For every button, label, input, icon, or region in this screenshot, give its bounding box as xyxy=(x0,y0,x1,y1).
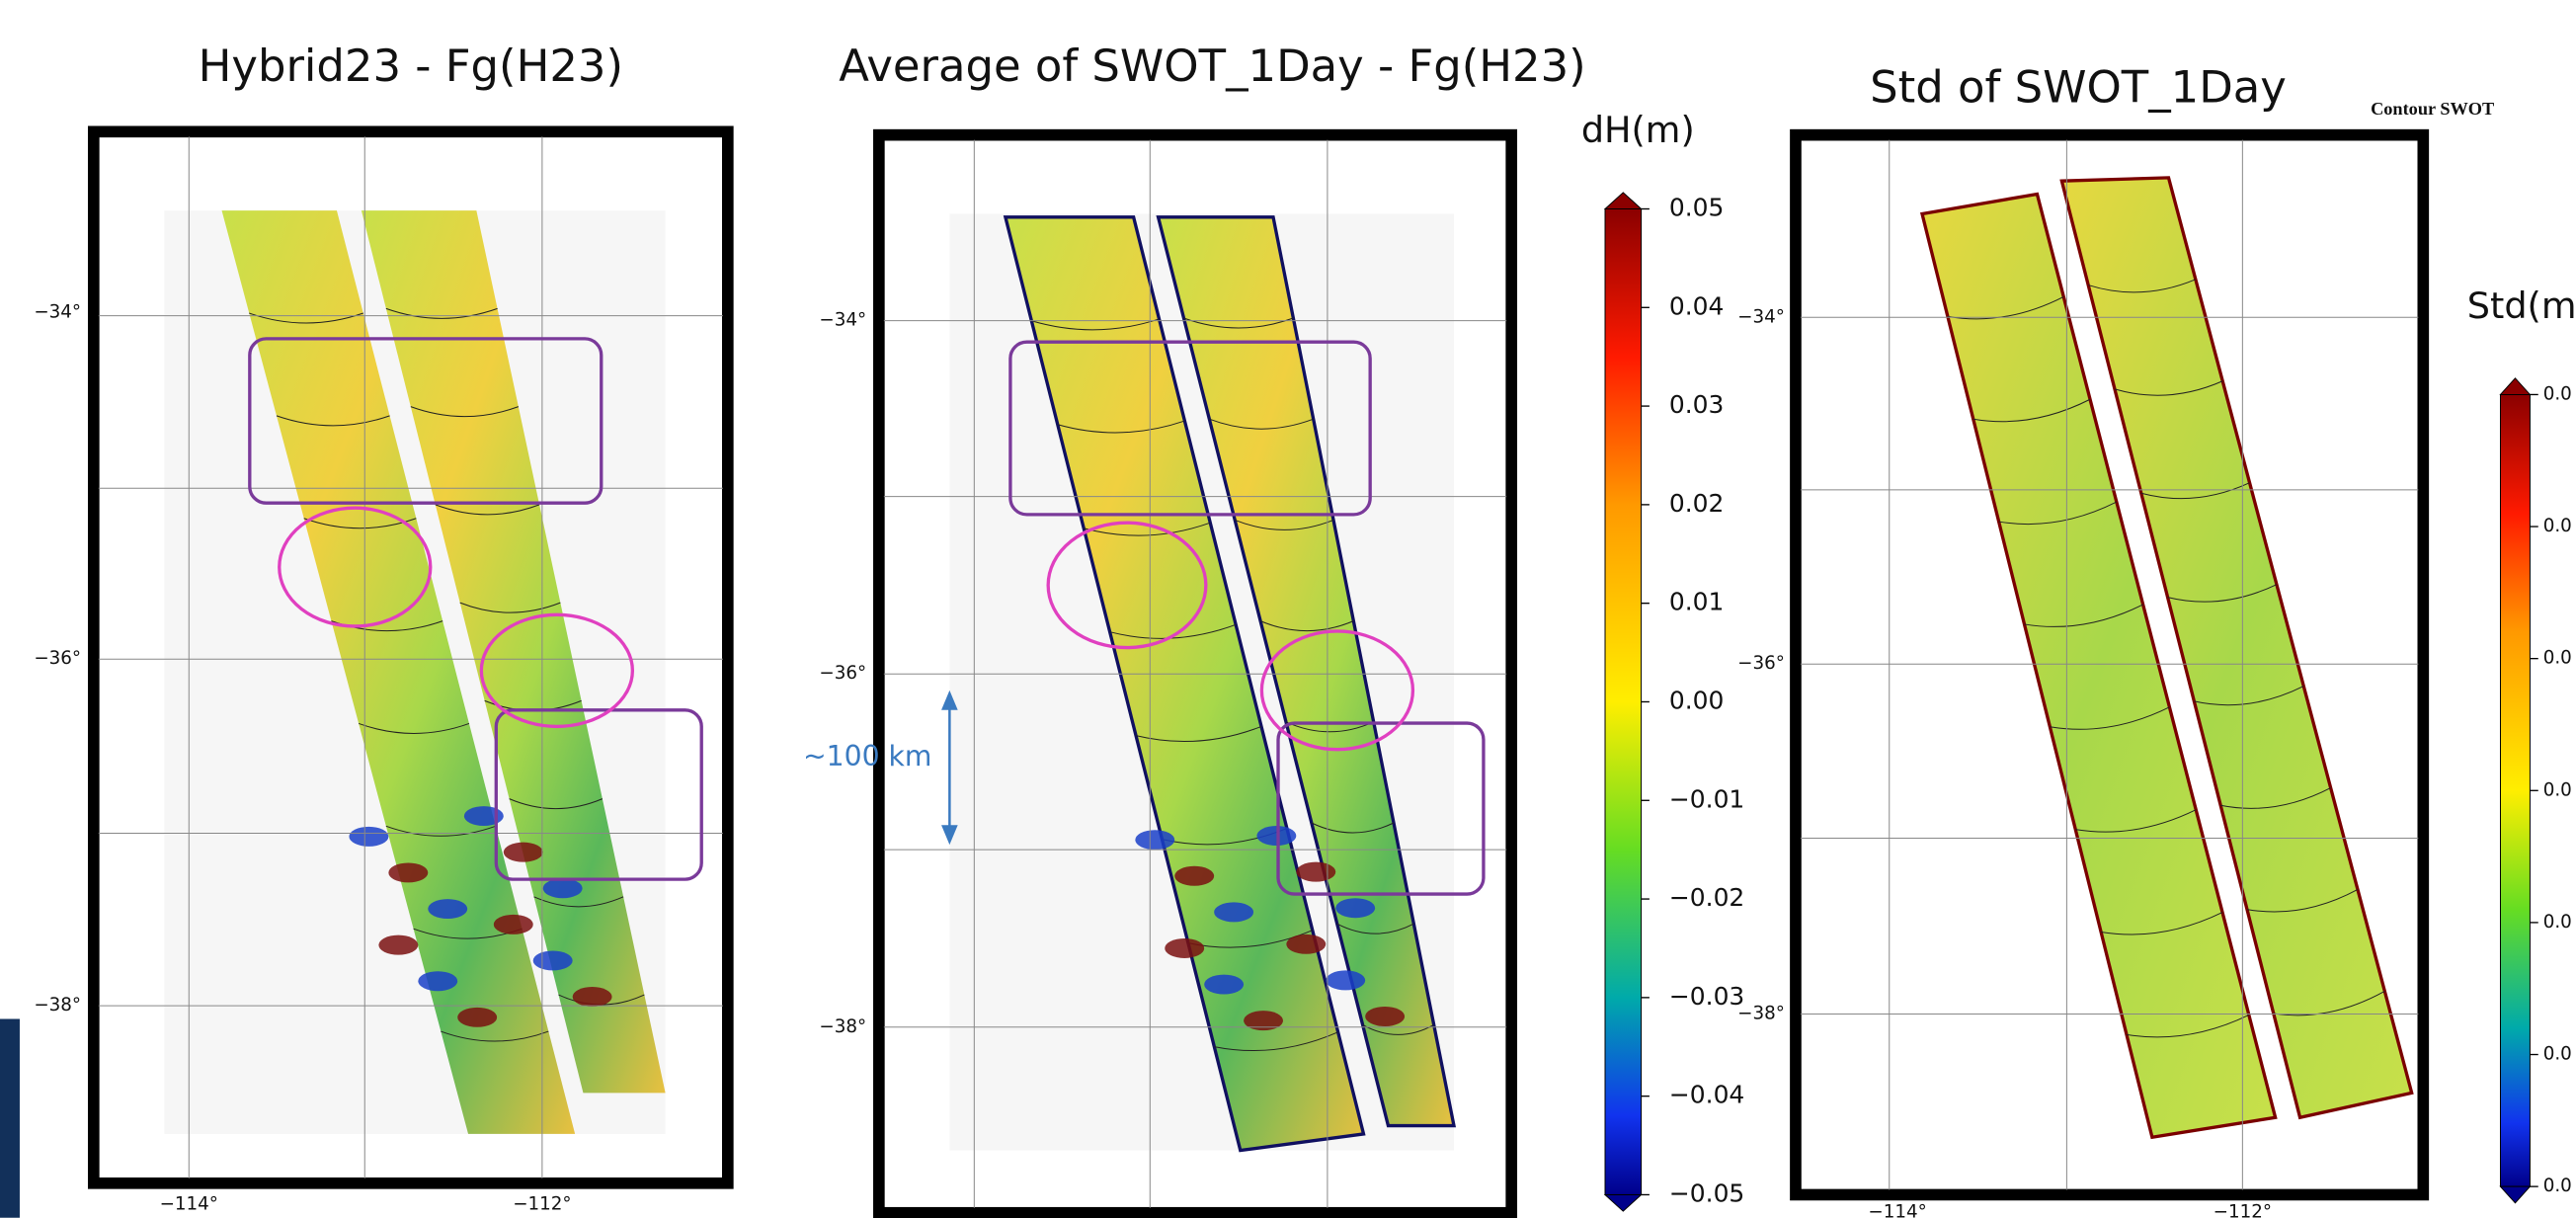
panel-title: Std of SWOT_1Day xyxy=(1870,61,2287,114)
colorbar-tick-label: 0.02 xyxy=(1669,489,1725,518)
colorbar xyxy=(1605,208,1642,1194)
y-tick-label: −34° xyxy=(34,301,81,322)
colorbar-tick-label: 0.0 xyxy=(2543,516,2572,536)
x-tick-label: −112° xyxy=(2214,1202,2272,1218)
anomaly-blob xyxy=(1335,898,1375,918)
y-tick-label: −38° xyxy=(819,1016,866,1037)
colorbar-tick-label: 0.03 xyxy=(1669,390,1725,419)
header-note: Contour SWOT xyxy=(2371,99,2494,119)
anomaly-blob xyxy=(504,843,543,862)
anomaly-blob xyxy=(1165,938,1204,958)
anomaly-blob xyxy=(543,878,583,898)
panel-title: Hybrid23 - Fg(H23) xyxy=(199,40,623,92)
x-tick-label: −112° xyxy=(513,1193,571,1214)
anomaly-blob xyxy=(378,935,418,955)
anomaly-blob xyxy=(1135,830,1174,850)
colorbar-cap xyxy=(2500,378,2530,395)
anomaly-blob xyxy=(1174,866,1214,886)
colorbar-cap xyxy=(1605,1194,1642,1211)
colorbar-tick-label: −0.01 xyxy=(1669,784,1744,813)
scale-annotation: ~100 km xyxy=(803,740,932,772)
anomaly-blob xyxy=(533,950,573,970)
y-tick-label: −36° xyxy=(1737,653,1785,674)
colorbar-tick-label: 0.0 xyxy=(2543,648,2572,669)
colorbar-tick-label: 0.05 xyxy=(1669,193,1725,221)
anomaly-blob xyxy=(573,987,612,1007)
cropped-image xyxy=(0,1018,20,1217)
anomaly-blob xyxy=(418,971,457,991)
y-tick-label: −36° xyxy=(34,648,81,669)
colorbar-tick-label: 0.01 xyxy=(1669,588,1725,616)
colorbar-tick-label: 0.0 xyxy=(2543,383,2572,404)
anomaly-blob xyxy=(1204,975,1244,995)
anomaly-blob xyxy=(1296,862,1335,882)
colorbar-tick-label: −0.03 xyxy=(1669,982,1744,1011)
colorbar-tick-label: 0.0 xyxy=(2543,779,2572,800)
y-tick-label: −34° xyxy=(1737,306,1785,327)
colorbar-tick-label: −0.05 xyxy=(1669,1178,1744,1207)
colorbar-tick-label: 0.00 xyxy=(1669,686,1725,714)
anomaly-blob xyxy=(428,899,467,919)
y-tick-label: −36° xyxy=(819,663,866,684)
x-tick-label: −114° xyxy=(1868,1202,1926,1218)
anomaly-blob xyxy=(388,862,428,882)
anomaly-blob xyxy=(1214,902,1253,922)
x-tick-label: −114° xyxy=(160,1193,218,1214)
y-tick-label: −38° xyxy=(1737,1003,1785,1023)
anomaly-blob xyxy=(1286,934,1326,954)
y-tick-label: −38° xyxy=(34,995,81,1015)
colorbar-tick-label: 0.0 xyxy=(2543,912,2572,933)
anomaly-blob xyxy=(1326,970,1365,990)
anomaly-blob xyxy=(349,827,388,847)
colorbar-tick-label: 0.04 xyxy=(1669,291,1725,320)
colorbar-tick-label: 0.0 xyxy=(2543,1044,2572,1065)
colorbar-label: Std(m xyxy=(2467,284,2576,327)
colorbar xyxy=(2500,394,2530,1186)
colorbar-tick-label: 0.0 xyxy=(2543,1176,2572,1196)
anomaly-blob xyxy=(457,1008,497,1027)
colorbar-cap xyxy=(2500,1186,2530,1203)
colorbar-cap xyxy=(1605,193,1642,209)
colorbar-label: dH(m) xyxy=(1581,109,1695,151)
panel-title: Average of SWOT_1Day - Fg(H23) xyxy=(839,40,1585,92)
y-tick-label: −34° xyxy=(819,310,866,331)
figure: Contour SWOT Hybrid23 - Fg(H23) −34° −36° −… xyxy=(0,0,2576,1218)
colorbar-tick-label: −0.04 xyxy=(1669,1081,1744,1109)
anomaly-blob xyxy=(494,915,533,934)
colorbar-tick-label: −0.02 xyxy=(1669,883,1744,912)
anomaly-blob xyxy=(1365,1007,1405,1026)
